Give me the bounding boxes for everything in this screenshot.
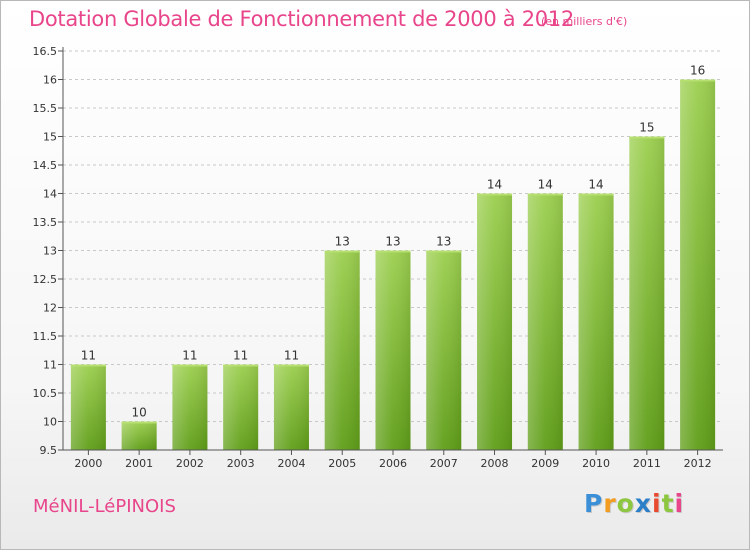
bar-top-edge bbox=[70, 364, 106, 367]
y-tick-label: 10.5 bbox=[33, 387, 58, 400]
bar-shine bbox=[629, 136, 665, 450]
labels: 9.5 10 10.5 11 11.5 12 12.5 13 13.5 14 14.5 15 15.5 1… bbox=[33, 45, 712, 470]
y-tick-label: 13 bbox=[43, 245, 57, 258]
commune-name: MéNIL-LéPINOIS bbox=[33, 496, 176, 517]
y-tick-label: 15 bbox=[43, 131, 57, 144]
bar-value-label: 11 bbox=[182, 349, 197, 363]
y-tick-label: 9.5 bbox=[40, 444, 58, 457]
x-tick-label: 2008 bbox=[481, 457, 509, 470]
bar-value-label: 16 bbox=[690, 64, 705, 78]
bar-value-label: 14 bbox=[487, 178, 502, 192]
y-tick-label: 13.5 bbox=[33, 216, 58, 229]
logo-letter: r bbox=[603, 489, 617, 518]
bar-shine bbox=[375, 250, 411, 450]
y-tick-label: 12 bbox=[43, 302, 57, 315]
y-tick-label: 16 bbox=[43, 74, 57, 87]
y-tick-label: 10 bbox=[43, 416, 57, 429]
bar-value-label: 14 bbox=[588, 178, 603, 192]
bar-top-edge bbox=[680, 79, 716, 82]
bar-value-label: 13 bbox=[335, 235, 350, 249]
bar-shine bbox=[680, 79, 716, 450]
x-tick-label: 2009 bbox=[531, 457, 559, 470]
bar-top-edge bbox=[121, 421, 157, 424]
x-tick-label: 2006 bbox=[379, 457, 407, 470]
bar-shine bbox=[172, 364, 208, 450]
logo-letter: i bbox=[652, 489, 662, 518]
proxiti-logo: Proxiti bbox=[584, 489, 684, 518]
bar-top-edge bbox=[223, 364, 259, 367]
bar-top-edge bbox=[527, 193, 563, 196]
x-tick-label: 2011 bbox=[633, 457, 661, 470]
bar-value-label: 11 bbox=[284, 349, 299, 363]
bar-shine bbox=[70, 364, 106, 450]
logo-letter: i bbox=[674, 489, 685, 518]
y-tick-label: 11 bbox=[43, 359, 57, 372]
bar-top-edge bbox=[273, 364, 309, 367]
bar-top-edge bbox=[324, 250, 360, 253]
bar-value-label: 11 bbox=[233, 349, 248, 363]
y-tick-label: 12.5 bbox=[33, 273, 58, 286]
bar-shine bbox=[527, 193, 563, 450]
y-tick-label: 14.5 bbox=[33, 159, 58, 172]
bar-value-label: 14 bbox=[538, 178, 553, 192]
x-tick-label: 2007 bbox=[430, 457, 458, 470]
bar-shine bbox=[121, 421, 157, 450]
x-tick-label: 2001 bbox=[125, 457, 153, 470]
bar-value-label: 11 bbox=[81, 349, 96, 363]
bar-top-edge bbox=[426, 250, 462, 253]
logo-letter: P bbox=[584, 489, 604, 518]
logo-letter: t bbox=[661, 489, 675, 518]
chart-subtitle: (en milliers d'€) bbox=[541, 15, 628, 28]
y-tick-label: 15.5 bbox=[33, 102, 58, 115]
bar-top-edge bbox=[375, 250, 411, 253]
x-tick-label: 2003 bbox=[227, 457, 255, 470]
x-tick-label: 2000 bbox=[74, 457, 102, 470]
x-tick-label: 2002 bbox=[176, 457, 204, 470]
bar-shine bbox=[273, 364, 309, 450]
bar-top-edge bbox=[172, 364, 208, 367]
chart-title: Dotation Globale de Fonctionnement de 20… bbox=[29, 7, 574, 31]
logo-letter: x bbox=[634, 489, 652, 518]
x-tick-label: 2004 bbox=[277, 457, 305, 470]
logo-letter: o bbox=[616, 489, 635, 518]
x-tick-label: 2012 bbox=[684, 457, 712, 470]
bar-value-label: 13 bbox=[436, 235, 451, 249]
y-tick-label: 11.5 bbox=[33, 330, 58, 343]
bar-value-label: 10 bbox=[132, 406, 147, 420]
bar-shine bbox=[477, 193, 513, 450]
x-tick-label: 2005 bbox=[328, 457, 356, 470]
bar-shine bbox=[426, 250, 462, 450]
bar-top-edge bbox=[629, 136, 665, 139]
bars bbox=[70, 79, 716, 450]
bar-shine bbox=[223, 364, 259, 450]
x-tick-label: 2010 bbox=[582, 457, 610, 470]
bar-shine bbox=[578, 193, 614, 450]
bar-top-edge bbox=[477, 193, 513, 196]
bar-shine bbox=[324, 250, 360, 450]
y-tick-label: 16.5 bbox=[33, 45, 58, 58]
bar-value-label: 13 bbox=[385, 235, 400, 249]
bar-top-edge bbox=[578, 193, 614, 196]
axes bbox=[58, 47, 723, 455]
y-tick-label: 14 bbox=[43, 188, 57, 201]
bar-value-label: 15 bbox=[639, 121, 654, 135]
